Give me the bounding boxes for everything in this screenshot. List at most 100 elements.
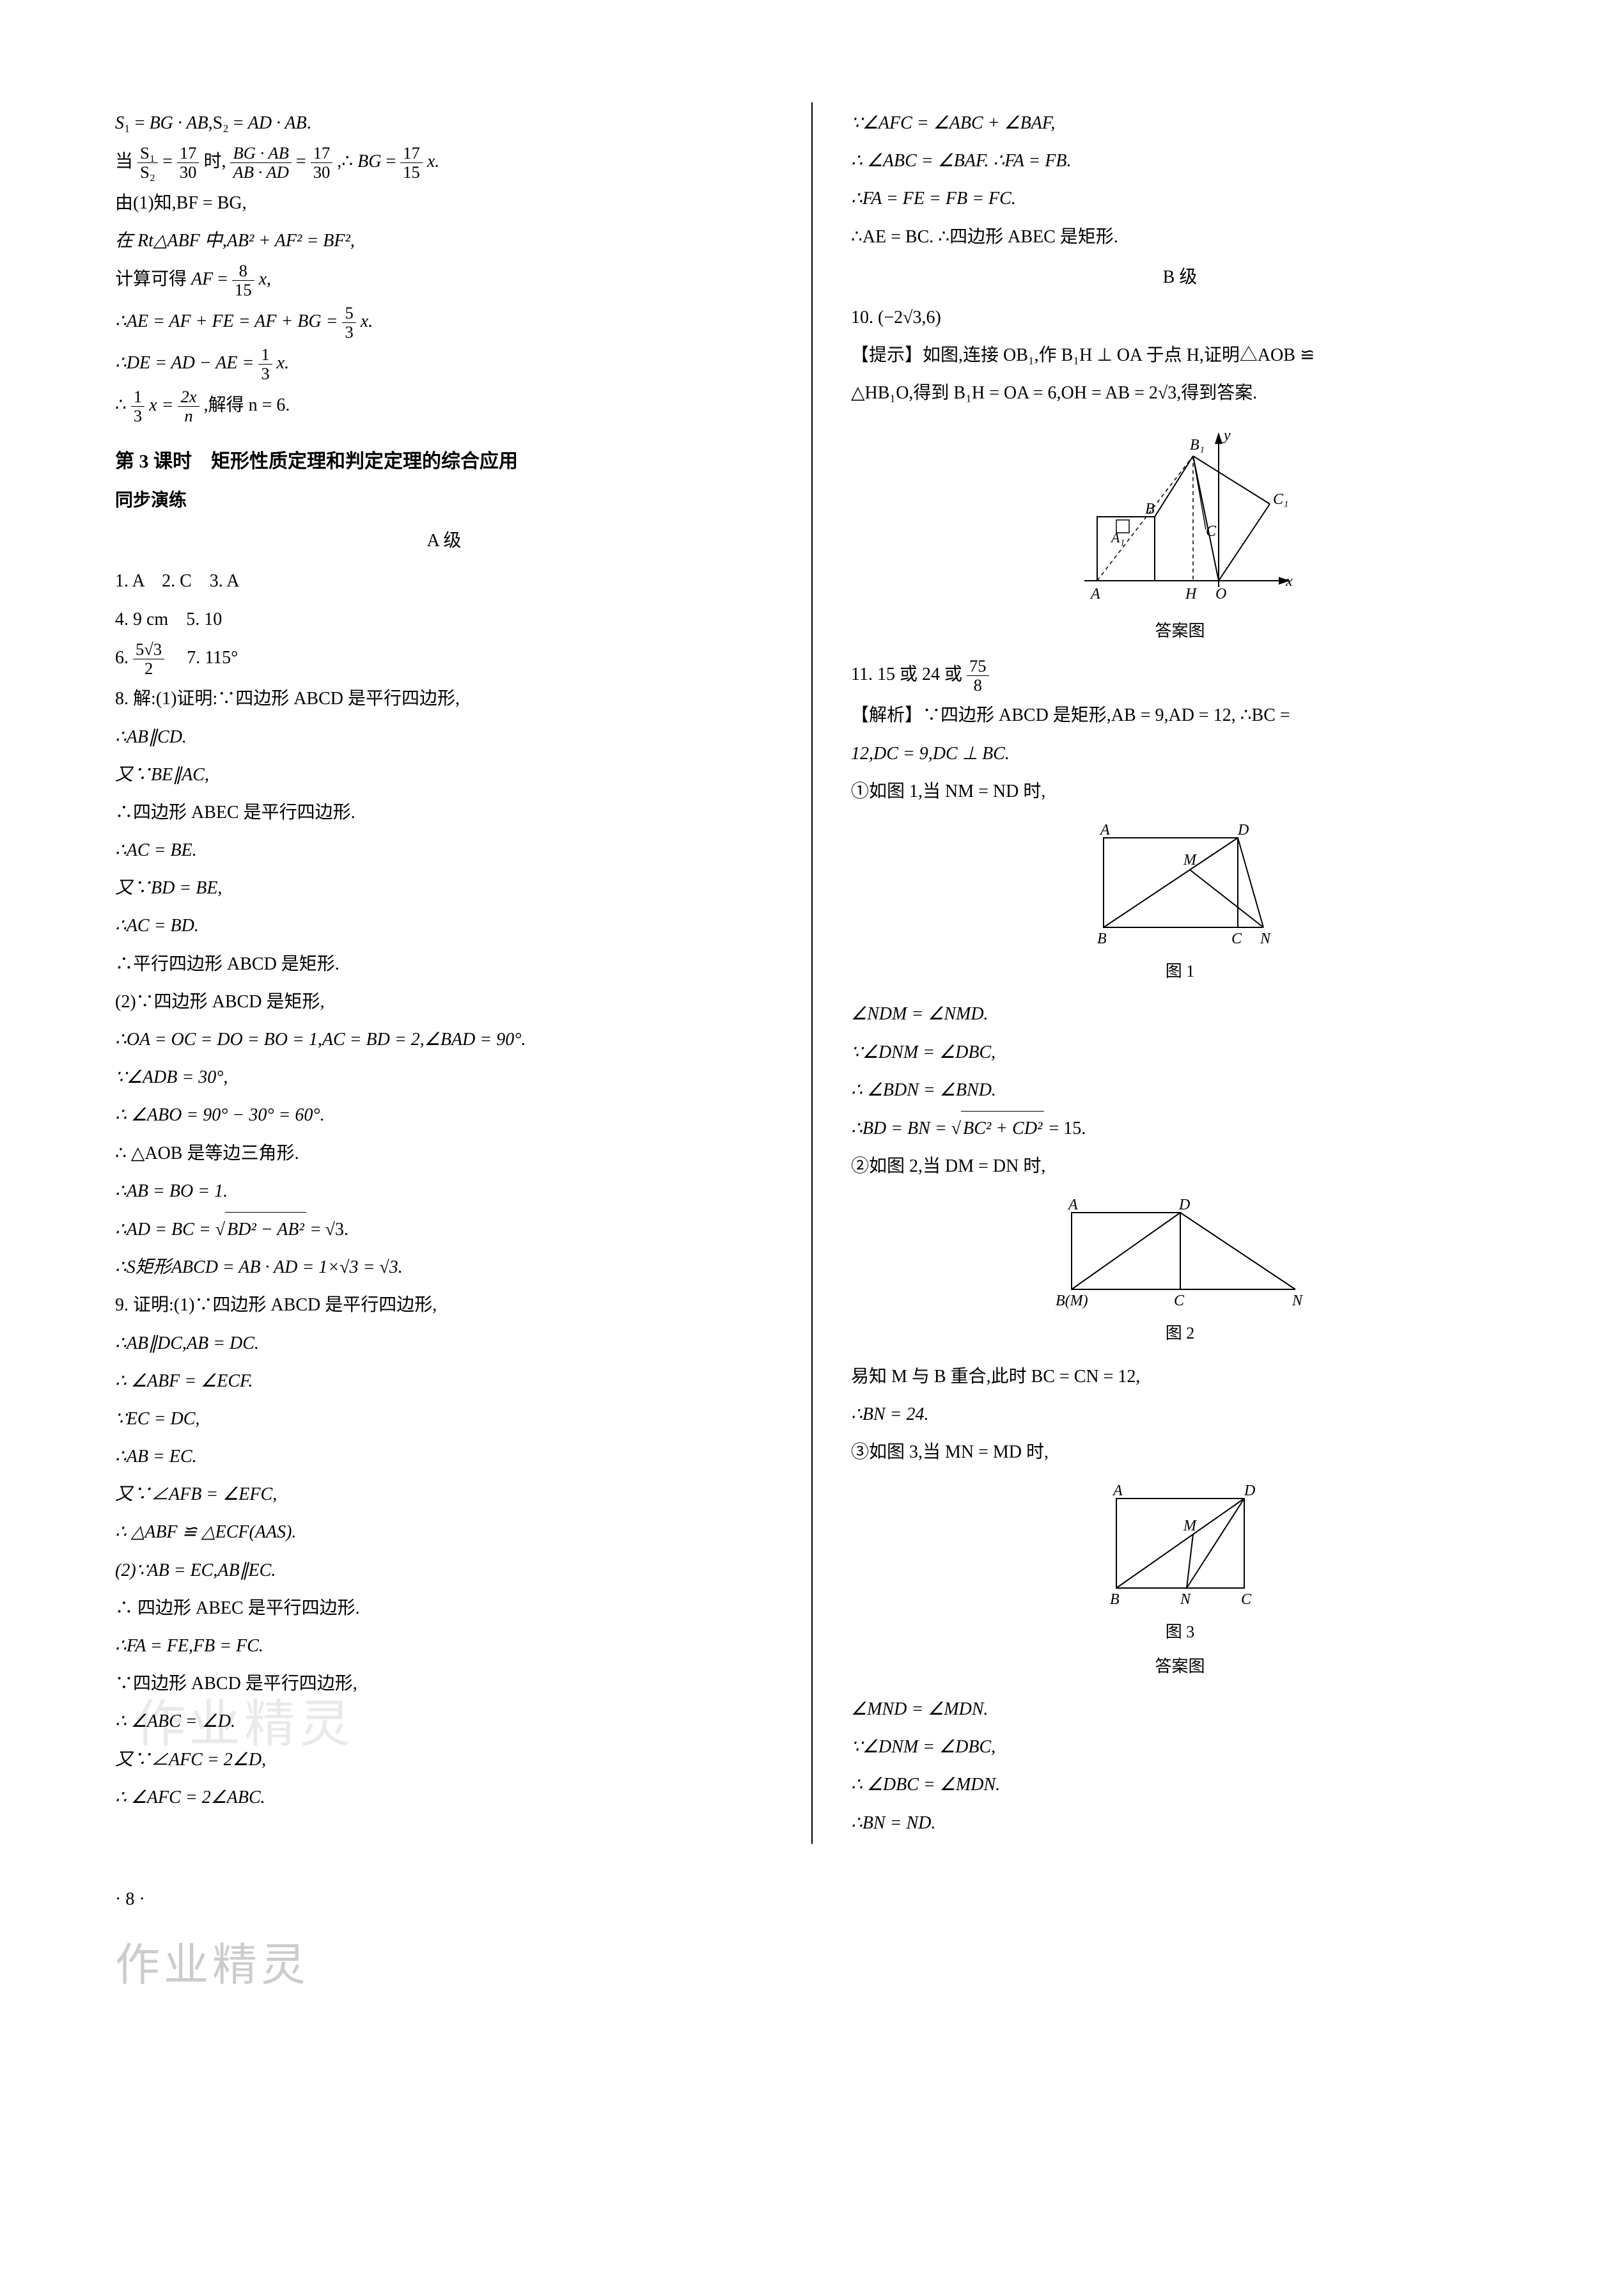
text-line: 【提示】如图,连接 OB₁,作 B₁H ⊥ OA 于点 H,证明△AOB ≌ <box>851 338 1509 372</box>
svg-text:y: y <box>1222 427 1231 444</box>
figure-caption: 答案图 <box>851 615 1509 647</box>
svg-text:B: B <box>1110 1591 1120 1608</box>
figure-1: A D M B C N 图 1 <box>851 819 1509 987</box>
text-line: 在 Rt△ABF 中,AB² + AF² = BF², <box>115 224 773 258</box>
text-line: ∵∠DNM = ∠DBC, <box>851 1035 1509 1069</box>
text-line: 1. A 2. C 3. A <box>115 564 773 598</box>
figure-caption: 图 2 <box>851 1318 1509 1349</box>
figure-answer-1: B₁ y B A₁ C C₁ A H O x 答案图 <box>851 421 1509 647</box>
text-line: ∴OA = OC = DO = BO = 1,AC = BD = 2,∠BAD … <box>115 1023 773 1057</box>
svg-text:M: M <box>1183 852 1198 869</box>
text-line: ∴FA = FE = FB = FC. <box>851 182 1509 216</box>
svg-text:C: C <box>1174 1293 1185 1309</box>
svg-text:A: A <box>1112 1483 1123 1499</box>
text-line: ∴FA = FE,FB = FC. <box>115 1629 773 1663</box>
text-line: ∴S矩形ABCD = AB · AD = 1×√3 = √3. <box>115 1250 773 1284</box>
text-line: ①如图 1,当 NM = ND 时, <box>851 775 1509 808</box>
text-line: 4. 9 cm 5. 10 <box>115 602 773 636</box>
text-line: 11. 15 或 24 或 758 <box>851 657 1509 695</box>
svg-text:A: A <box>1089 586 1100 602</box>
text-line: 由(1)知,BF = BG, <box>115 186 773 220</box>
svg-text:A: A <box>1099 822 1110 838</box>
figure-caption: 答案图 <box>851 1651 1509 1682</box>
text-line: ∴ ∠ABC = ∠D. <box>115 1704 773 1738</box>
text-line: ∴AB∥CD. <box>115 720 773 754</box>
svg-text:D: D <box>1244 1483 1255 1499</box>
text-line: ∴ △ABF ≌ △ECF(AAS). <box>115 1515 773 1549</box>
text-line: 易知 M 与 B 重合,此时 BC = CN = 12, <box>851 1360 1509 1394</box>
level-a: A 级 <box>115 524 773 558</box>
text-line: 计算可得 AF = 815 x, <box>115 262 773 300</box>
svg-text:C₁: C₁ <box>1273 491 1288 508</box>
diagram-svg: B₁ y B A₁ C C₁ A H O x <box>1059 421 1302 613</box>
text-line: 又∵BD = BE, <box>115 871 773 905</box>
text-line: ∵∠DNM = ∠DBC, <box>851 1730 1509 1764</box>
svg-text:B(M): B(M) <box>1056 1293 1088 1309</box>
text-line: ∴AE = AF + FE = AF + BG = 53 x. <box>115 304 773 342</box>
text-line: ∵∠ADB = 30°, <box>115 1060 773 1094</box>
svg-text:N: N <box>1180 1591 1192 1608</box>
text-line: ∴ ∠BDN = ∠BND. <box>851 1073 1509 1107</box>
text-line: ∴ ∠ABC = ∠BAF. ∴FA = FB. <box>851 144 1509 178</box>
text-line: ∴AE = BC. ∴四边形 ABEC 是矩形. <box>851 220 1509 254</box>
svg-text:x: x <box>1285 573 1293 590</box>
text-line: ∴BN = 24. <box>851 1397 1509 1431</box>
text-line: ∴BD = BN = BC² + CD² = 15. <box>851 1111 1509 1145</box>
text-line: ∠MND = ∠MDN. <box>851 1692 1509 1726</box>
svg-text:B: B <box>1145 501 1155 517</box>
text-line: ∴ 四边形 ABEC 是平行四边形. <box>115 1591 773 1625</box>
svg-text:C: C <box>1241 1591 1252 1608</box>
svg-text:A: A <box>1067 1197 1078 1213</box>
text-line: 又∵BE∥AC, <box>115 758 773 792</box>
text-line: 9. 证明:(1)∵四边形 ABCD 是平行四边形, <box>115 1288 773 1322</box>
text-line: ③如图 3,当 MN = MD 时, <box>851 1435 1509 1469</box>
text-line: ∴ 13 x = 2xn ,解得 n = 6. <box>115 388 773 426</box>
text-line: 又∵∠AFC = 2∠D, <box>115 1743 773 1777</box>
figure-caption: 图 3 <box>851 1616 1509 1648</box>
text-line: ∴AC = BE. <box>115 833 773 867</box>
text-line: ∴BN = ND. <box>851 1806 1509 1840</box>
text-line: 12,DC = 9,DC ⊥ BC. <box>851 737 1509 771</box>
text-line: S₁ = BG · AB,S₂ = AD · AB. <box>115 106 773 140</box>
text-line: ∴平行四边形 ABCD 是矩形. <box>115 947 773 981</box>
svg-text:C: C <box>1206 523 1217 540</box>
svg-text:H: H <box>1185 586 1198 602</box>
text-line: ∵∠AFC = ∠ABC + ∠BAF, <box>851 106 1509 140</box>
text-line: ∴AD = BC = BD² − AB² = √3. <box>115 1212 773 1247</box>
diagram-svg: A D B(M) C N <box>1046 1193 1315 1315</box>
text-line: 6. 5√32 7. 115° <box>115 640 773 679</box>
subtitle: 同步演练 <box>115 484 773 517</box>
svg-text:C: C <box>1231 931 1242 947</box>
figure-3: A D M B N C 图 3 答案图 <box>851 1479 1509 1682</box>
text-line: 8. 解:(1)证明:∵四边形 ABCD 是平行四边形, <box>115 682 773 716</box>
svg-text:N: N <box>1260 931 1272 947</box>
watermark-bottom: 作业精灵 <box>115 1923 1509 2008</box>
text-line: 当 S₁S₂ = 1730 时, BG · ABAB · AD = 1730 ,… <box>115 144 773 182</box>
figure-caption: 图 1 <box>851 956 1509 987</box>
text-line: ∵EC = DC, <box>115 1402 773 1436</box>
diagram-svg: A D M B C N <box>1078 819 1283 953</box>
text-line: 又∵∠AFB = ∠EFC, <box>115 1477 773 1511</box>
page-columns: 作业精灵 S₁ = BG · AB,S₂ = AD · AB. 当 S₁S₂ =… <box>115 102 1509 1844</box>
text-line: ∠NDM = ∠NMD. <box>851 997 1509 1031</box>
text-line: ∴四边形 ABEC 是平行四边形. <box>115 796 773 830</box>
text-line: ∴ ∠AFC = 2∠ABC. <box>115 1781 773 1814</box>
section-title: 第 3 课时 矩形性质定理和判定定理的综合应用 <box>115 443 773 480</box>
text-line: △HB₁O,得到 B₁H = OA = 6,OH = AB = 2√3,得到答案… <box>851 376 1509 410</box>
text-line: ∴ ∠ABO = 90° − 30° = 60°. <box>115 1098 773 1132</box>
text-line: ∴AC = BD. <box>115 909 773 943</box>
left-column: 作业精灵 S₁ = BG · AB,S₂ = AD · AB. 当 S₁S₂ =… <box>115 102 773 1844</box>
text-line: ∴DE = AD − AE = 13 x. <box>115 345 773 384</box>
svg-text:A₁: A₁ <box>1110 530 1125 546</box>
text-line: ∴ ∠ABF = ∠ECF. <box>115 1364 773 1398</box>
svg-text:B₁: B₁ <box>1190 437 1205 453</box>
svg-text:M: M <box>1183 1518 1198 1534</box>
column-divider <box>811 102 813 1844</box>
svg-text:N: N <box>1292 1293 1304 1309</box>
text-line: 【解析】∵四边形 ABCD 是矩形,AB = 9,AD = 12, ∴BC = <box>851 698 1509 732</box>
right-column: ∵∠AFC = ∠ABC + ∠BAF, ∴ ∠ABC = ∠BAF. ∴FA … <box>851 102 1509 1844</box>
text-line: ∴AB = EC. <box>115 1440 773 1474</box>
text-line: ∴ ∠DBC = ∠MDN. <box>851 1768 1509 1802</box>
level-b: B 级 <box>851 260 1509 294</box>
text-line: ②如图 2,当 DM = DN 时, <box>851 1149 1509 1183</box>
